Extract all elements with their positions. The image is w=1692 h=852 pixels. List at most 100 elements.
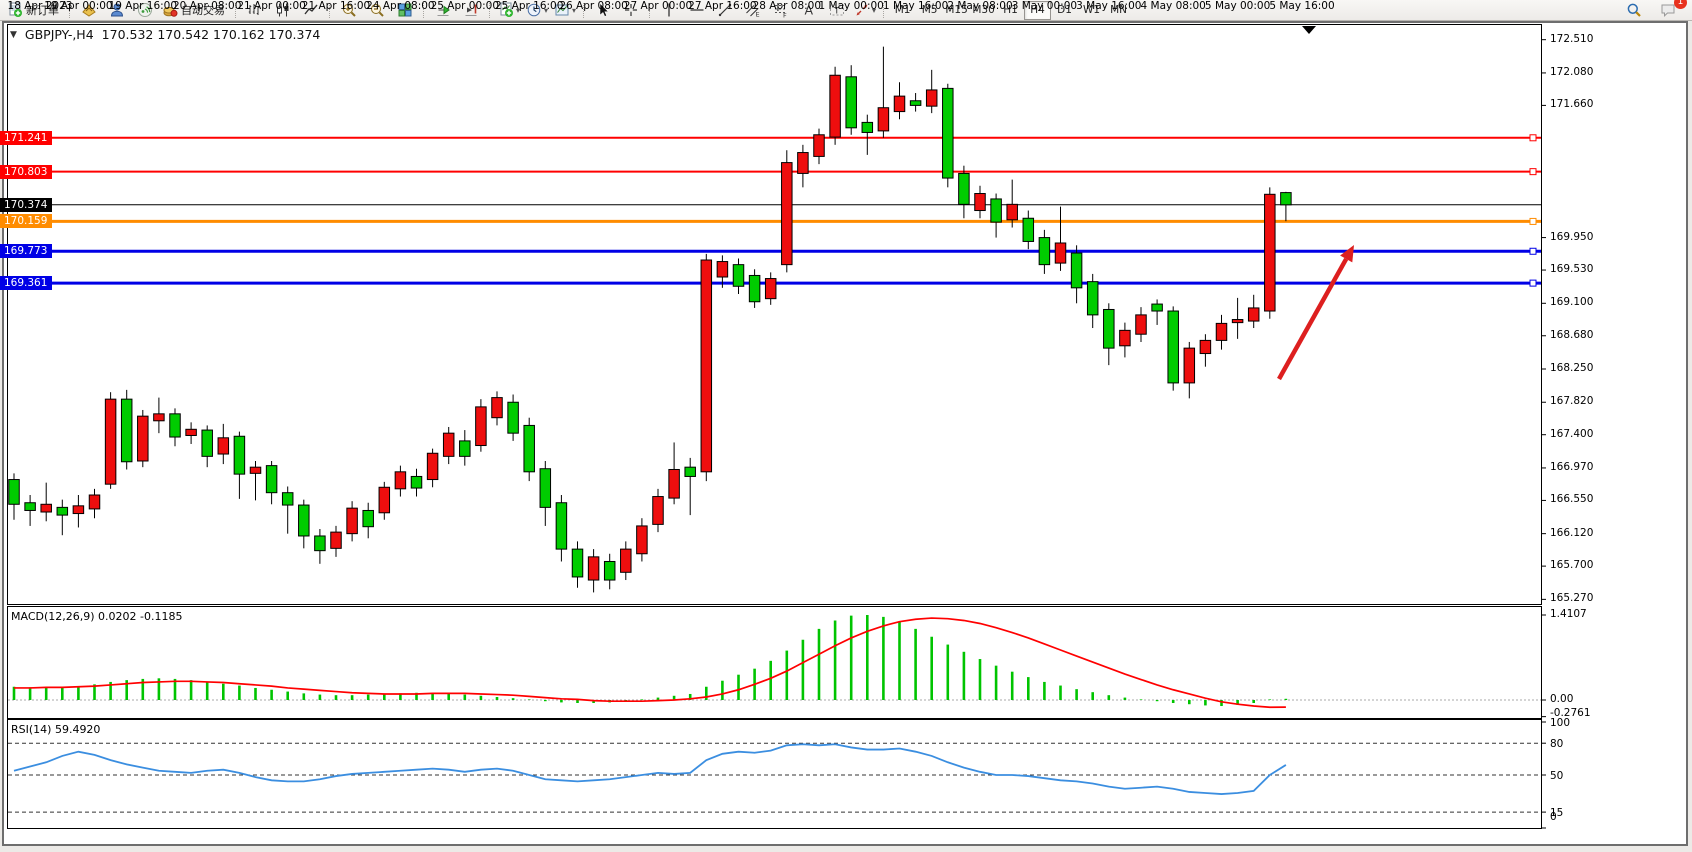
time-axis-label: 21 Apr 00:00 — [237, 0, 306, 12]
macd-axis-label: -0.2761 — [1550, 707, 1591, 719]
new-order-icon — [7, 2, 23, 18]
chevron-down-icon[interactable]: ▾ — [516, 5, 521, 15]
profile-button[interactable] — [103, 0, 131, 21]
zoom-out-icon — [369, 2, 385, 18]
periods-button[interactable]: ▾ — [523, 0, 551, 21]
profile-icon — [109, 2, 125, 18]
chat-button[interactable]: 1 — [1654, 0, 1687, 21]
time-axis-label: 28 Apr 08:00 — [752, 0, 822, 12]
time-axis-label: 27 Apr 00:00 — [623, 0, 693, 12]
timeframe-button-w1[interactable]: W1 — [1083, 4, 1101, 16]
rsi-axis-label: 100 — [1550, 717, 1571, 729]
fibonacci-icon: F — [773, 2, 789, 18]
toolbar-separator — [423, 2, 425, 18]
vertical-line-button[interactable] — [655, 0, 683, 21]
svg-text:F: F — [783, 12, 787, 19]
horizontal-line-button[interactable] — [683, 0, 711, 21]
price-tick-label: 168.680 — [1550, 328, 1594, 341]
timeframe-button-d1[interactable]: D1 — [1057, 4, 1072, 16]
rsi-axis-label: 80 — [1550, 738, 1564, 751]
auto-scroll-button[interactable] — [429, 0, 457, 21]
templates-icon — [554, 2, 570, 18]
charts-icon — [81, 2, 97, 18]
price-tick-label: 166.970 — [1550, 460, 1594, 473]
timeframe-button-m30[interactable]: M30 — [972, 4, 995, 16]
timeframe-button-m5[interactable]: M5 — [921, 4, 938, 16]
svg-text:T: T — [833, 7, 840, 17]
price-tick-label: 165.270 — [1550, 592, 1594, 605]
crosshair-icon — [623, 2, 639, 18]
macd-indicator-label: MACD(12,26,9) 0.0202 -0.1185 — [11, 610, 183, 623]
crosshair-button[interactable] — [617, 0, 645, 21]
periods-icon — [526, 2, 542, 18]
zoom-out-button[interactable] — [363, 0, 391, 21]
time-axis-label: 4 May 08:00 — [1140, 0, 1206, 12]
svg-text:A: A — [805, 3, 814, 18]
rsi-axis-label: 0 — [1550, 811, 1557, 823]
vertical-line-icon — [661, 2, 677, 18]
candle-chart-button[interactable] — [269, 0, 297, 21]
charts-button[interactable] — [75, 0, 103, 21]
chart-shift-button[interactable] — [457, 0, 485, 21]
toolbar-separator — [489, 2, 491, 18]
time-axis-label: 21 Apr 16:00 — [301, 0, 371, 12]
templates-button[interactable]: ▾ — [551, 0, 579, 21]
price-tick-label: 167.820 — [1550, 395, 1594, 408]
chevron-down-icon[interactable]: ▾ — [544, 5, 549, 15]
cursor-icon — [595, 2, 611, 18]
timeframe-button-m1[interactable]: M1 — [894, 4, 911, 16]
price-tick-label: 169.950 — [1550, 230, 1594, 243]
timeframe-button-h1[interactable]: H1 — [1003, 4, 1018, 16]
level-price-label: 169.361 — [0, 276, 52, 291]
search-button[interactable] — [1620, 0, 1648, 21]
time-axis-label: 27 Apr 16:00 — [688, 0, 757, 12]
autotrading-label: 自动交易 — [181, 4, 225, 17]
equidistant-channel-button[interactable]: E — [739, 0, 767, 21]
time-axis-label: 5 May 00:00 — [1204, 0, 1271, 12]
text-button[interactable]: A — [795, 0, 823, 21]
toolbar-separator — [883, 2, 885, 18]
macd-axis-label: 1.4107 — [1550, 608, 1587, 620]
arrows-icon — [854, 2, 870, 18]
chevron-down-icon[interactable]: ▾ — [572, 5, 577, 15]
candle-chart-icon — [275, 2, 291, 18]
line-chart-button[interactable] — [297, 0, 325, 21]
arrows-button[interactable]: ▾ — [851, 0, 879, 21]
autotrading-button[interactable]: 自动交易 — [159, 0, 231, 21]
chart-shift-icon — [463, 2, 479, 18]
timeframe-button-h4[interactable]: H4 — [1024, 0, 1052, 20]
chart-window — [2, 21, 1688, 846]
cursor-button[interactable] — [589, 0, 617, 21]
chat-icon — [1660, 2, 1676, 18]
time-axis-label: 25 Apr 00:00 — [430, 0, 500, 12]
signals-button[interactable] — [131, 0, 159, 21]
horizontal-line-icon — [689, 2, 705, 18]
toolbar-separator — [583, 2, 585, 18]
ohlc-readout: 170.532 170.542 170.162 170.374 — [101, 27, 321, 42]
one-click-trading-toggle[interactable]: ▼ — [10, 29, 17, 40]
tile-windows-button[interactable] — [391, 0, 419, 21]
bar-chart-button[interactable] — [241, 0, 269, 21]
svg-text:E: E — [756, 11, 760, 19]
level-price-label: 170.159 — [0, 214, 52, 229]
equidistant-channel-icon: E — [745, 2, 761, 18]
time-axis-label: 19 Apr 16:00 — [108, 0, 178, 12]
time-axis-label: 25 Apr 16:00 — [494, 0, 564, 12]
indicators-button[interactable]: ▾ — [495, 0, 523, 21]
trendline-button[interactable] — [711, 0, 739, 21]
chevron-down-icon[interactable]: ▾ — [872, 5, 877, 15]
text-label-button[interactable]: T — [823, 0, 851, 21]
time-axis-label: 26 Apr 08:00 — [559, 0, 628, 12]
search-icon — [1626, 2, 1642, 18]
new-order-button[interactable]: 新订单 — [4, 0, 65, 21]
fibonacci-button[interactable]: F — [767, 0, 795, 21]
timeframe-button-mn[interactable]: MN — [1110, 4, 1128, 16]
price-tick-label: 166.120 — [1550, 526, 1594, 539]
autotrading-icon — [162, 2, 178, 18]
rsi-axis-label: 15 — [1550, 807, 1564, 820]
timeframe-button-m15[interactable]: M15 — [945, 4, 968, 16]
price-tick-label: 166.550 — [1550, 493, 1594, 506]
time-axis-label: 19 Apr 00:00 — [44, 0, 113, 12]
zoom-in-button[interactable] — [335, 0, 363, 21]
